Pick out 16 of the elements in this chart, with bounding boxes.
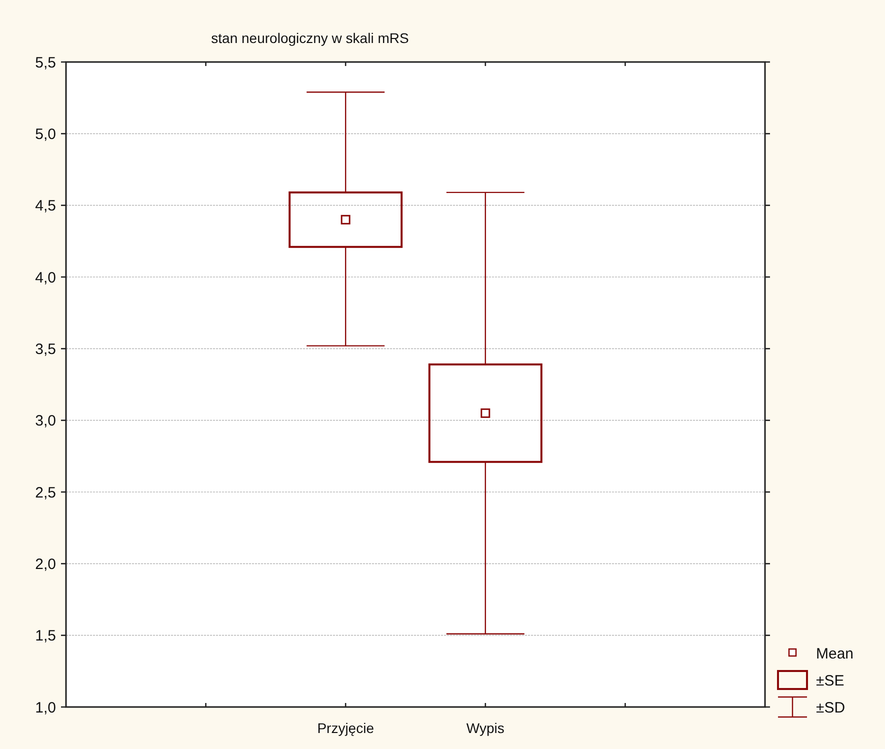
y-tick-label: 1,0	[35, 699, 56, 716]
y-tick-label: 4,0	[35, 269, 56, 286]
y-tick-label: 3,0	[35, 412, 56, 430]
y-tick-label: 2,5	[35, 484, 56, 502]
y-tick-label: 4,5	[35, 198, 56, 215]
y-tick-label: 2,0	[35, 556, 56, 573]
y-tick-label: 1,5	[35, 628, 56, 645]
y-tick-label: 5,5	[35, 54, 56, 72]
text: ±SD	[816, 699, 846, 716]
text: ±SE	[816, 672, 844, 690]
text: Mean	[816, 645, 854, 662]
x-tick-label: Wypis	[466, 720, 504, 736]
y-tick-label: 5,0	[35, 126, 56, 143]
x-tick-label: Przyjęcie	[317, 720, 374, 736]
chart-title: stan neurologiczny w skali mRS	[211, 30, 409, 46]
y-tick-label: 3,5	[35, 340, 56, 358]
